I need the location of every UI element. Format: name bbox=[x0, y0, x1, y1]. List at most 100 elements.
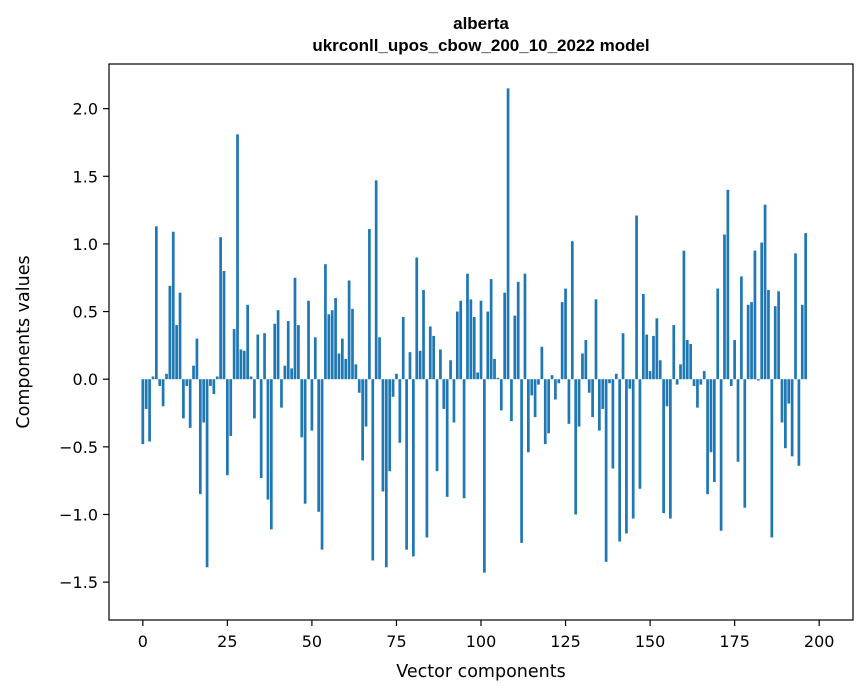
bar bbox=[797, 379, 801, 466]
bar bbox=[205, 379, 209, 568]
x-axis-ticks: 0 25 50 75 100 125 150 175 200 bbox=[138, 620, 834, 651]
bar bbox=[577, 379, 581, 427]
bar bbox=[283, 365, 287, 380]
bar bbox=[648, 371, 652, 380]
bar bbox=[679, 364, 682, 380]
bar bbox=[236, 134, 239, 380]
bar bbox=[175, 325, 178, 380]
bar bbox=[425, 379, 429, 538]
y-tick-label: 0.0 bbox=[73, 370, 98, 389]
bar bbox=[777, 291, 780, 380]
bar bbox=[472, 316, 476, 380]
bar bbox=[171, 231, 175, 380]
bar bbox=[259, 379, 263, 478]
bar bbox=[540, 346, 544, 380]
x-tick-label: 125 bbox=[550, 632, 581, 651]
bar bbox=[286, 321, 290, 380]
bar bbox=[391, 379, 395, 397]
bar bbox=[716, 288, 720, 380]
bar bbox=[784, 379, 787, 449]
bar bbox=[526, 379, 530, 453]
bar bbox=[719, 379, 723, 531]
bar bbox=[756, 379, 760, 381]
x-tick-label: 100 bbox=[466, 632, 497, 651]
bar bbox=[151, 376, 155, 380]
bar bbox=[706, 379, 709, 495]
bar bbox=[794, 253, 797, 380]
bar bbox=[618, 379, 622, 542]
bar bbox=[625, 379, 628, 534]
bar bbox=[631, 379, 635, 519]
y-axis-ticks: −1.5 −1.0 −0.5 0.0 0.5 1.0 1.5 2.0 bbox=[59, 100, 109, 592]
bar bbox=[702, 371, 706, 380]
bar bbox=[658, 360, 662, 380]
bar bbox=[790, 379, 794, 457]
bar bbox=[368, 229, 371, 380]
bar bbox=[598, 379, 601, 431]
bar bbox=[581, 353, 584, 380]
bar bbox=[188, 379, 192, 428]
bar bbox=[354, 364, 358, 380]
bar bbox=[340, 338, 344, 380]
bar bbox=[324, 264, 327, 380]
bar bbox=[232, 329, 236, 380]
y-tick-label: −1.5 bbox=[59, 573, 98, 592]
bar bbox=[675, 379, 679, 385]
bar bbox=[479, 300, 483, 380]
x-axis-label: Vector components bbox=[396, 662, 565, 682]
bar bbox=[554, 379, 557, 400]
bar bbox=[533, 379, 537, 418]
bar bbox=[726, 189, 730, 380]
bar bbox=[804, 233, 808, 380]
bar bbox=[621, 333, 625, 380]
bar bbox=[378, 337, 381, 380]
bar bbox=[506, 88, 510, 380]
bar bbox=[486, 311, 490, 380]
bar bbox=[415, 257, 419, 380]
bar bbox=[645, 334, 649, 380]
bar bbox=[763, 204, 767, 380]
bar bbox=[682, 250, 686, 380]
bar bbox=[384, 379, 388, 568]
bar bbox=[327, 314, 331, 380]
bar bbox=[753, 250, 757, 380]
bar bbox=[736, 379, 740, 462]
bar bbox=[432, 335, 436, 380]
bar bbox=[297, 325, 300, 380]
x-tick-label: 50 bbox=[302, 632, 322, 651]
bar bbox=[141, 379, 145, 445]
bar bbox=[466, 273, 469, 380]
bar bbox=[412, 379, 415, 557]
bar bbox=[729, 379, 733, 386]
bar bbox=[269, 379, 273, 530]
bar bbox=[154, 226, 158, 380]
bar bbox=[239, 349, 243, 380]
bar bbox=[570, 241, 574, 380]
bar bbox=[405, 379, 408, 550]
bar bbox=[408, 352, 412, 380]
bar bbox=[773, 306, 777, 380]
bar bbox=[462, 379, 466, 499]
bar bbox=[364, 379, 368, 427]
bar bbox=[709, 379, 713, 453]
y-tick-label: 2.0 bbox=[73, 100, 98, 119]
y-tick-label: 1.0 bbox=[73, 235, 98, 254]
bar bbox=[655, 318, 659, 380]
chart-subtitle: ukrconll_upos_cbow_200_10_2022 model bbox=[312, 36, 649, 55]
bar bbox=[401, 316, 405, 380]
bar bbox=[543, 379, 547, 445]
bar bbox=[510, 379, 513, 422]
bar bbox=[733, 339, 736, 380]
x-tick-label: 175 bbox=[719, 632, 750, 651]
bar bbox=[253, 379, 256, 419]
bar bbox=[560, 302, 564, 380]
bar bbox=[418, 350, 422, 380]
bar bbox=[161, 379, 165, 407]
bar bbox=[469, 299, 473, 380]
bar bbox=[770, 379, 774, 538]
bar bbox=[165, 373, 168, 380]
y-tick-label: −0.5 bbox=[59, 438, 98, 457]
bar bbox=[608, 379, 611, 384]
bar bbox=[614, 373, 618, 380]
